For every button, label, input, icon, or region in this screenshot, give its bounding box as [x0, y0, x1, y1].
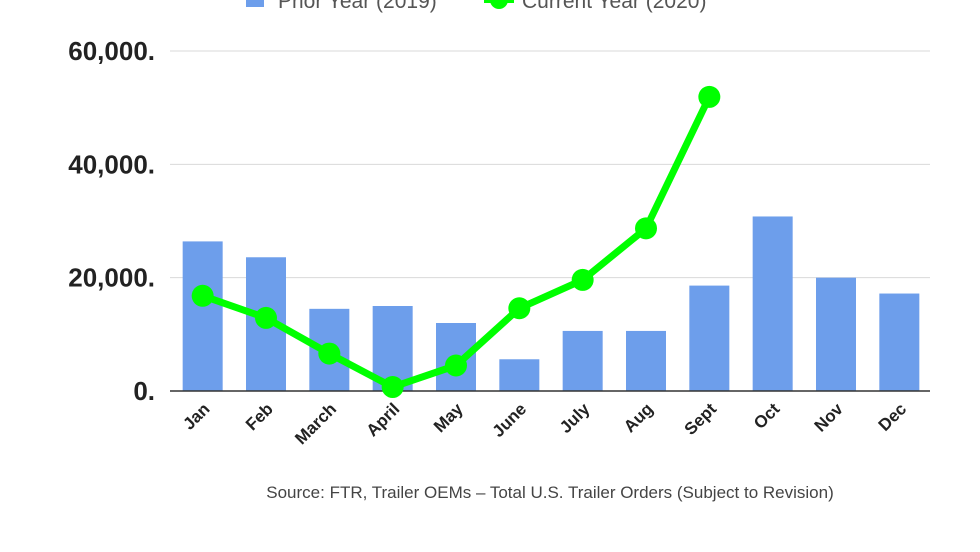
bar-prior-year	[879, 293, 920, 391]
x-tick-label: March	[291, 399, 340, 448]
bar-prior-year	[816, 277, 856, 391]
legend-label-prior: Prior Year (2019)	[278, 0, 437, 13]
y-tick-label: 20,000.	[68, 263, 155, 293]
bar-prior-year	[689, 285, 730, 391]
point-current-year	[318, 342, 341, 365]
line-series	[191, 85, 721, 399]
x-axis-ticks: Jan Feb March April May June July Aug Sept Oct Nov…	[179, 399, 910, 448]
legend: Prior Year (2019) Current Year (2020)	[246, 0, 706, 13]
legend-swatch-prior	[246, 0, 264, 7]
y-tick-label: 0.	[133, 376, 155, 406]
point-current-year	[571, 268, 594, 291]
x-tick-label: Aug	[620, 399, 657, 436]
x-tick-label: Nov	[811, 399, 848, 436]
legend-dot-current	[490, 0, 508, 9]
bar-prior-year	[626, 330, 666, 391]
point-current-year	[255, 306, 277, 329]
x-tick-label: July	[556, 399, 594, 437]
y-axis-ticks: 0. 20,000. 40,000. 60,000.	[68, 36, 155, 406]
bar-series	[182, 216, 920, 391]
x-tick-label: May	[430, 399, 467, 436]
x-tick-label: June	[489, 399, 530, 440]
y-tick-label: 40,000.	[68, 149, 155, 179]
point-current-year	[445, 354, 467, 377]
point-current-year	[698, 85, 721, 108]
point-current-year	[191, 284, 214, 307]
point-current-year	[381, 376, 404, 399]
bar-prior-year	[182, 241, 223, 391]
legend-label-current: Current Year (2020)	[522, 0, 706, 13]
x-tick-label: Oct	[750, 399, 784, 433]
bar-prior-year	[752, 216, 793, 391]
gridlines	[170, 50, 930, 279]
x-tick-label: Jan	[179, 399, 213, 433]
point-current-year	[635, 217, 657, 240]
x-tick-label: Sept	[681, 399, 721, 439]
point-current-year	[508, 297, 531, 320]
x-tick-label: April	[363, 399, 404, 440]
y-tick-label: 60,000.	[68, 36, 155, 66]
x-tick-label: Feb	[242, 399, 277, 434]
bar-prior-year	[562, 330, 603, 391]
x-tick-label: Dec	[875, 399, 910, 434]
source-note: Source: FTR, Trailer OEMs – Total U.S. T…	[266, 483, 834, 502]
bar-prior-year	[499, 359, 540, 391]
